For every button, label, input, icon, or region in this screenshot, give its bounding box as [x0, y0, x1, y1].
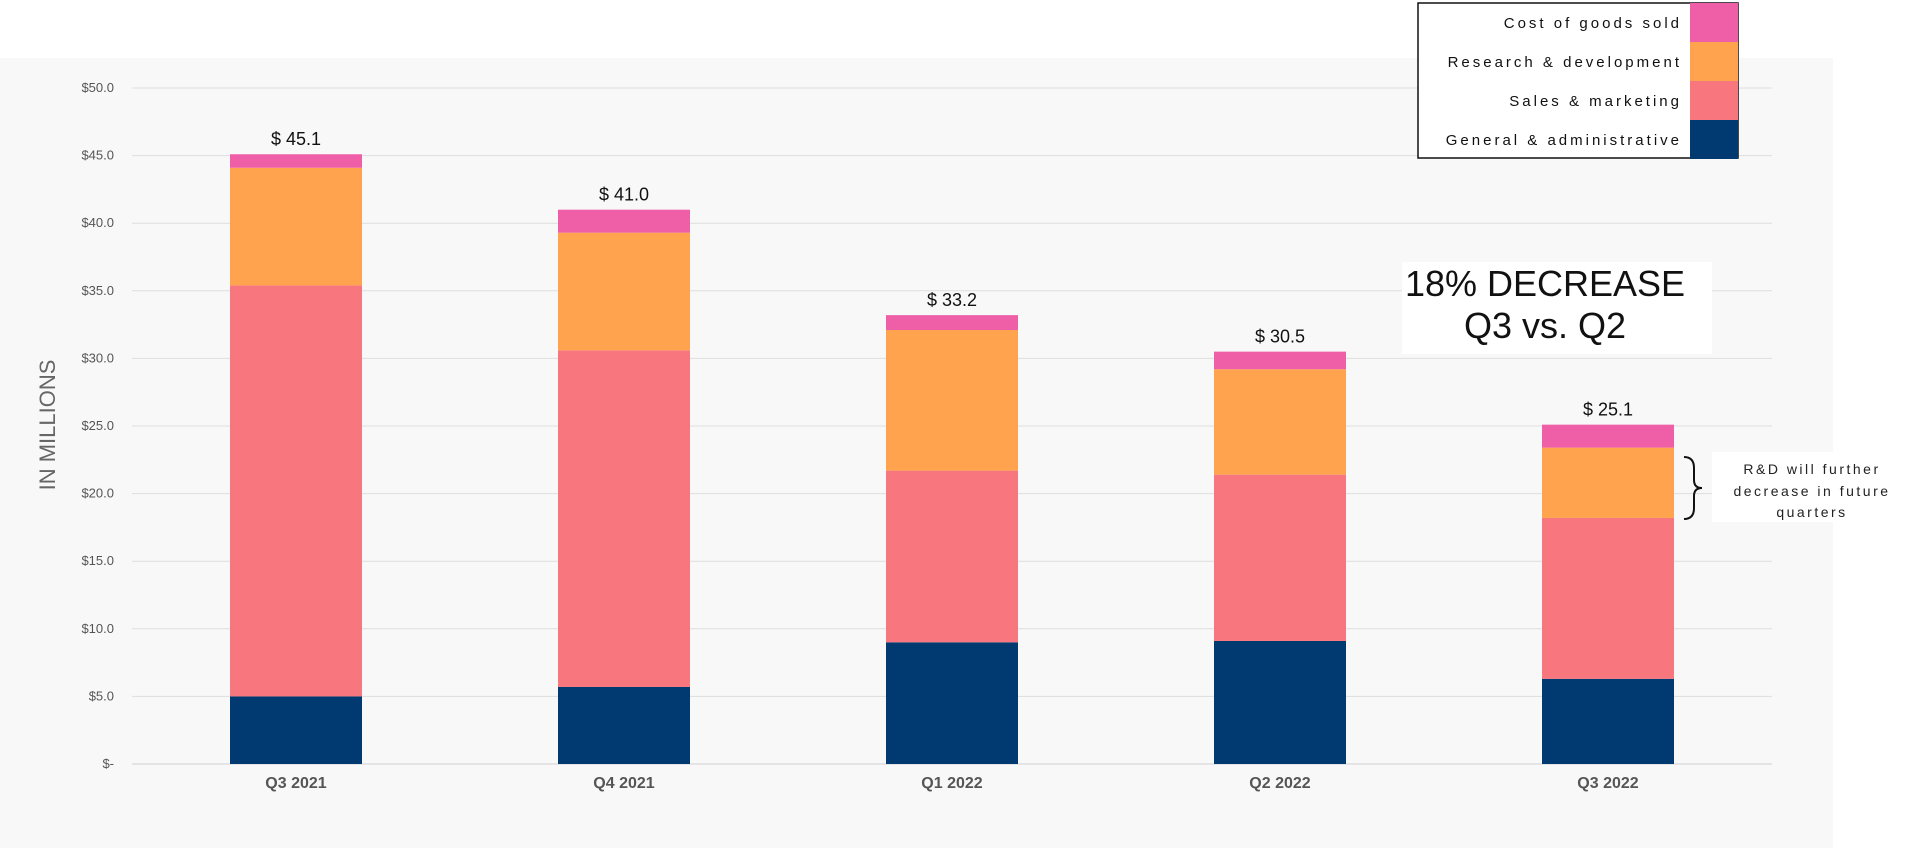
y-tick-label: $20.0 [81, 486, 114, 501]
x-category-label: Q2 2022 [1249, 775, 1310, 792]
rd-note-background [1712, 452, 1917, 522]
callout-background [1402, 262, 1712, 354]
y-axis-ticks: $- $5.0 $10.0 $15.0 $20.0 $25.0 $30.0 $35.0 $40.… [81, 80, 114, 771]
bar-total-label: $ 45.1 [271, 129, 321, 149]
bar-segment [558, 232, 690, 351]
bar-segment [558, 350, 690, 687]
legend-label: General & administrative [1446, 132, 1682, 149]
rd-note-line1: R&D will further [1743, 461, 1880, 477]
legend-label: Research & development [1448, 54, 1682, 71]
bar-segment [1214, 351, 1346, 370]
bar-segment [1542, 678, 1674, 764]
decrease-callout-line1: 18% DECREASE [1405, 263, 1685, 304]
bar-segment [230, 696, 362, 764]
legend-swatch [1690, 120, 1738, 159]
bar-total-label: $ 41.0 [599, 185, 649, 205]
bar-segment [230, 154, 362, 168]
legend: Cost of goods sold Research & development… [1417, 2, 1739, 159]
y-tick-label: $30.0 [81, 350, 114, 365]
bar-segment [230, 285, 362, 697]
bar-segment [886, 315, 1018, 331]
y-tick-label: $10.0 [81, 621, 114, 636]
x-category-label: Q1 2022 [921, 775, 982, 792]
bar-total-label: $ 25.1 [1583, 400, 1633, 420]
bar-total-label: $ 33.2 [927, 290, 977, 310]
bar-segment [558, 209, 690, 233]
bar-segment [886, 470, 1018, 643]
x-category-label: Q4 2021 [593, 775, 654, 792]
legend-label: Sales & marketing [1509, 93, 1682, 110]
bar-segment [558, 686, 690, 764]
y-tick-label: $40.0 [81, 215, 114, 230]
bar-segment [1214, 369, 1346, 475]
bar-segment [886, 330, 1018, 471]
bar-segment [1214, 640, 1346, 764]
bar-segment [1542, 447, 1674, 518]
bar-segment [230, 167, 362, 286]
rd-note-line3: quarters [1776, 504, 1847, 520]
bar-segment [886, 642, 1018, 764]
legend-label: Cost of goods sold [1504, 15, 1682, 32]
bar-segment [1214, 474, 1346, 641]
bar-totals: $ 45.1 $ 41.0 $ 33.2 $ 30.5 $ 25.1 [271, 129, 1633, 419]
x-axis-categories: Q3 2021 Q4 2021 Q1 2022 Q2 2022 Q3 2022 [265, 775, 1638, 792]
y-tick-label: $50.0 [81, 80, 114, 95]
y-tick-label: $15.0 [81, 553, 114, 568]
legend-box [1417, 2, 1739, 159]
bars [230, 154, 1674, 764]
x-category-label: Q3 2021 [265, 775, 326, 792]
y-tick-label: $- [102, 756, 114, 771]
y-tick-label: $45.0 [81, 148, 114, 163]
x-category-label: Q3 2022 [1577, 775, 1638, 792]
legend-swatch [1690, 81, 1738, 120]
y-tick-label: $25.0 [81, 418, 114, 433]
legend-swatch [1690, 42, 1738, 81]
bar-total-label: $ 30.5 [1255, 327, 1305, 347]
rd-note-line2: decrease in future [1733, 483, 1890, 499]
y-tick-label: $35.0 [81, 283, 114, 298]
decrease-callout-line2: Q3 vs. Q2 [1464, 305, 1626, 346]
legend-swatch [1690, 3, 1738, 42]
bar-segment [1542, 424, 1674, 448]
y-axis-label: IN MILLIONS [35, 360, 60, 491]
rd-bracket [1683, 456, 1703, 520]
y-tick-label: $5.0 [89, 688, 114, 703]
bar-segment [1542, 517, 1674, 679]
